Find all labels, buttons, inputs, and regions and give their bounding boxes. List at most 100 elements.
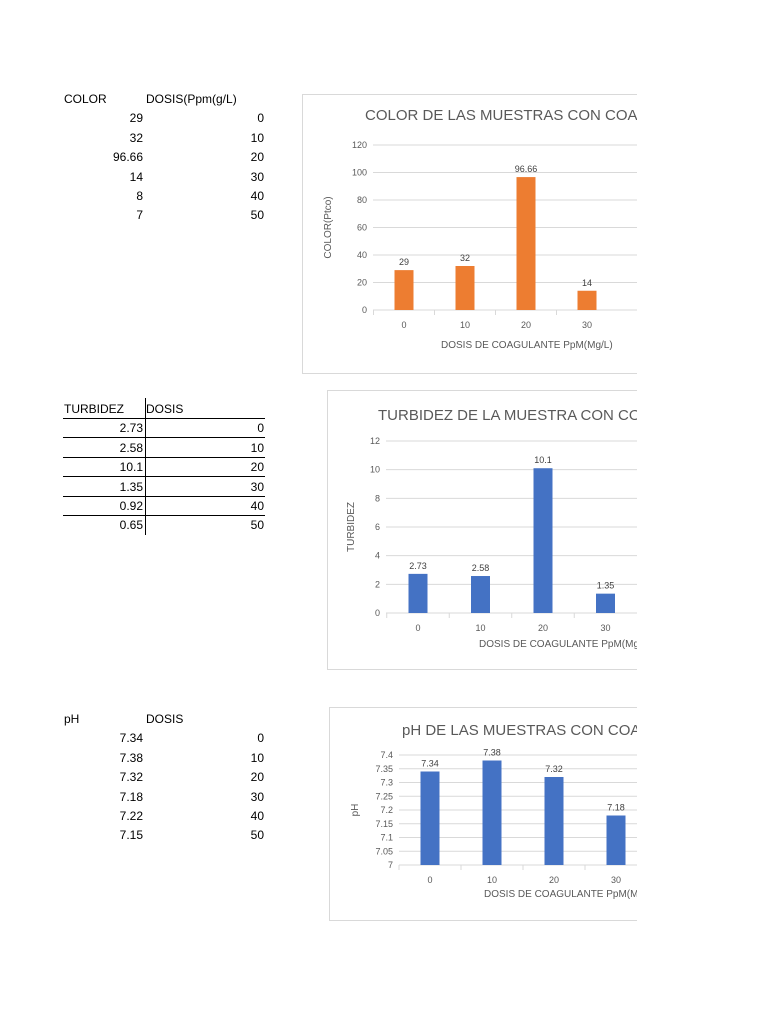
data-label: 96.66 — [515, 164, 538, 174]
table-border — [63, 515, 265, 516]
x-tick-label: 30 — [600, 623, 610, 633]
table-border — [63, 495, 265, 497]
table-border — [63, 418, 265, 419]
data-label: 10.1 — [534, 455, 552, 465]
chart-svg: COLOR DE LAS MUESTRAS CON COAGU 0 20 40 60 80… — [323, 107, 637, 351]
y-axis-label: pH — [350, 804, 361, 817]
y-tick-label: 20 — [357, 278, 367, 288]
bar-10 — [455, 266, 475, 310]
table-cell: 8 — [136, 189, 143, 203]
y-tick-label: 7.3 — [380, 778, 393, 788]
y-tick-label: 10 — [370, 465, 380, 475]
table-cell: 10 — [250, 750, 264, 765]
table-cell: 50 — [250, 518, 264, 533]
y-tick-label: 80 — [357, 195, 367, 205]
bar-30 — [577, 290, 597, 310]
chart-title: TURBIDEZ DE LA MUESTRA CON COA — [378, 407, 637, 424]
x-tick-label: 20 — [538, 623, 548, 633]
x-axis-label: DOSIS DE COAGULANTE PpM(Mg/L) — [441, 340, 613, 351]
data-label: 2.73 — [409, 561, 427, 571]
table-cell: 1.35 — [119, 479, 143, 494]
table-cell: 7.32 — [119, 770, 143, 785]
y-tick-label: 4 — [375, 551, 380, 561]
y-tick-label: 8 — [375, 493, 380, 503]
y-tick-label: 120 — [352, 140, 367, 150]
table-cell: 7 — [136, 208, 143, 223]
bar-30 — [606, 815, 626, 865]
table-border — [145, 398, 146, 535]
table-cell: 50 — [250, 828, 264, 843]
table-border — [63, 476, 265, 478]
bar-10 — [471, 576, 490, 613]
table-cell: 10 — [250, 440, 264, 455]
y-tick-label: 7.15 — [375, 819, 393, 829]
table-cell: 40 — [250, 189, 264, 203]
bar-0 — [420, 771, 440, 865]
y-tick-label: 7.05 — [375, 846, 393, 856]
data-label: 7.32 — [545, 764, 563, 774]
x-axis-label: DOSIS DE COAGULANTE PpM(Mg — [479, 639, 637, 650]
y-tick-label: 12 — [370, 436, 380, 446]
y-tick-label: 0 — [362, 305, 367, 315]
table-header: DOSIS — [146, 402, 184, 416]
table-cell: 0.65 — [119, 518, 143, 533]
data-label: 1.35 — [597, 581, 615, 591]
table-border — [63, 437, 265, 439]
table-header: TURBIDEZ — [64, 402, 124, 416]
x-tick-label: 30 — [611, 875, 621, 885]
y-tick-label: 7.4 — [380, 750, 393, 760]
data-label: 14 — [582, 278, 592, 288]
y-tick-label: 60 — [357, 223, 367, 233]
table-cell: 30 — [250, 479, 264, 494]
table-header: pH — [64, 712, 80, 726]
bar-0 — [408, 573, 428, 613]
table-cell: 7.38 — [119, 750, 143, 765]
charts-area: COLOR DE LAS MUESTRAS CON COAGU 0 20 40 60 80… — [302, 94, 637, 921]
x-tick-label: 10 — [475, 623, 485, 633]
table-cell: 7.34 — [119, 731, 143, 746]
table-cell: 40 — [250, 499, 264, 513]
y-tick-label: 7 — [388, 860, 393, 870]
table-cell: 10.1 — [119, 460, 143, 475]
x-tick-label: 20 — [549, 875, 559, 885]
bar-20 — [516, 177, 536, 310]
y-tick-label: 7.35 — [375, 764, 393, 774]
bar-chart-2[interactable]: TURBIDEZ DE LA MUESTRA CON COA 0 2 4 6 8 10 12 2… — [327, 390, 637, 670]
table-cell: 20 — [250, 770, 264, 785]
bar-0 — [394, 270, 414, 310]
table-cell: 50 — [250, 208, 264, 223]
table-header: DOSIS(Ppm(g/L) — [146, 92, 237, 106]
table-cell: 29 — [129, 111, 143, 126]
table-header: DOSIS — [146, 712, 184, 726]
table-cell: 96.66 — [112, 150, 143, 165]
x-axis-label: DOSIS DE COAGULANTE PpM(M — [484, 889, 637, 900]
bar-20 — [544, 777, 564, 865]
x-tick-label: 10 — [460, 320, 470, 330]
bar-chart-1[interactable]: COLOR DE LAS MUESTRAS CON COAGU 0 20 40 60 80… — [302, 94, 637, 374]
y-tick-label: 6 — [375, 522, 380, 532]
chart-title: pH DE LAS MUESTRAS CON COAG — [402, 722, 637, 739]
table-cell: 10 — [250, 130, 264, 145]
data-label: 7.34 — [421, 759, 439, 769]
table-cell: 7.18 — [119, 789, 143, 804]
data-label: 7.18 — [607, 803, 625, 813]
table-cell: 32 — [129, 130, 143, 145]
table-cell: 30 — [250, 789, 264, 804]
y-tick-label: 7.2 — [380, 805, 393, 815]
y-tick-label: 40 — [357, 250, 367, 260]
table-cell: 20 — [250, 150, 264, 165]
data-label: 2.58 — [472, 563, 490, 573]
x-tick-label: 10 — [487, 875, 497, 885]
y-tick-label: 0 — [375, 608, 380, 618]
chart-title: COLOR DE LAS MUESTRAS CON COAGU — [365, 107, 637, 124]
x-tick-label: 0 — [415, 623, 420, 633]
table-cell: 2.73 — [119, 421, 143, 436]
x-tick-label: 0 — [427, 875, 432, 885]
y-tick-label: 7.25 — [375, 791, 393, 801]
table-cell: 14 — [129, 169, 143, 184]
bar-20 — [533, 468, 553, 613]
bar-chart-3[interactable]: pH DE LAS MUESTRAS CON COAG 7 7.05 7.1 7.15 7… — [329, 707, 637, 921]
data-label: 7.38 — [483, 748, 501, 758]
y-tick-label: 7.1 — [380, 833, 393, 843]
